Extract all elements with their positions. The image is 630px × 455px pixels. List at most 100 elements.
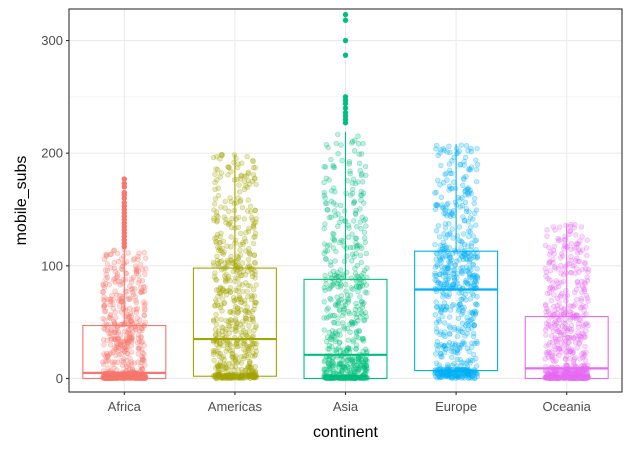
jitter-point bbox=[356, 160, 363, 167]
jitter-point bbox=[136, 338, 143, 345]
jitter-point bbox=[213, 276, 219, 282]
jitter-point bbox=[215, 302, 221, 308]
jitter-point bbox=[235, 164, 241, 171]
jitter-point bbox=[224, 365, 230, 371]
jitter-point bbox=[548, 349, 555, 355]
outlier-point bbox=[121, 200, 128, 206]
jitter-point bbox=[228, 234, 234, 240]
jitter-point bbox=[128, 331, 134, 337]
jitter-point bbox=[115, 298, 122, 304]
jitter-point bbox=[449, 226, 455, 232]
jitter-point bbox=[131, 360, 138, 366]
jitter-point bbox=[357, 168, 363, 174]
jitter-point bbox=[551, 320, 557, 326]
jitter-point bbox=[348, 364, 354, 371]
jitter-point bbox=[226, 360, 232, 367]
jitter-point bbox=[217, 239, 223, 246]
jitter-point bbox=[219, 152, 225, 159]
jitter-point bbox=[325, 144, 331, 151]
outlier-point bbox=[342, 17, 349, 23]
jitter-point bbox=[121, 338, 128, 344]
jitter-point bbox=[441, 231, 447, 237]
jitter-point bbox=[141, 323, 148, 329]
jitter-point bbox=[221, 369, 227, 375]
jitter-point bbox=[543, 343, 549, 349]
jitter-point bbox=[111, 345, 118, 351]
jitter-point bbox=[253, 348, 260, 355]
jitter-point bbox=[235, 275, 241, 282]
jitter-point bbox=[338, 202, 344, 209]
jitter-point bbox=[434, 339, 441, 345]
jitter-point bbox=[141, 312, 147, 318]
jitter-point bbox=[110, 359, 116, 365]
jitter-point bbox=[127, 305, 133, 312]
jitter-point bbox=[237, 252, 244, 258]
jitter-point bbox=[222, 374, 228, 380]
jitter-point bbox=[133, 270, 140, 277]
jitter-point bbox=[116, 303, 123, 309]
jitter-point bbox=[247, 251, 253, 258]
jitter-point bbox=[444, 264, 451, 270]
jitter-point bbox=[113, 329, 119, 335]
jitter-point bbox=[568, 240, 575, 247]
jitter-point bbox=[129, 337, 135, 344]
jitter-point bbox=[235, 224, 242, 231]
jitter-point bbox=[253, 216, 259, 222]
jitter-point bbox=[240, 324, 246, 330]
jitter-point bbox=[568, 327, 575, 333]
jitter-point bbox=[110, 296, 116, 303]
jitter-point bbox=[246, 262, 252, 268]
jitter-point bbox=[231, 159, 237, 166]
jitter-point bbox=[238, 329, 244, 336]
jitter-point bbox=[215, 193, 222, 199]
jitter-point bbox=[233, 296, 240, 302]
jitter-point bbox=[558, 329, 564, 336]
jitter-point bbox=[127, 296, 133, 302]
jitter-point bbox=[218, 230, 224, 236]
jitter-point bbox=[136, 344, 143, 351]
jitter-point bbox=[126, 334, 133, 340]
jitter-point bbox=[210, 154, 217, 161]
jitter-point bbox=[126, 331, 132, 337]
jitter-point bbox=[108, 265, 114, 271]
jitter-point bbox=[217, 156, 223, 162]
jitter-point bbox=[118, 266, 125, 272]
jitter-point bbox=[241, 173, 248, 180]
jitter-point bbox=[134, 315, 140, 321]
jitter-point bbox=[245, 282, 251, 289]
jitter-point bbox=[235, 288, 241, 294]
jitter-point bbox=[221, 361, 227, 367]
jitter-point bbox=[343, 282, 349, 288]
jitter-point bbox=[252, 352, 259, 358]
jitter-point bbox=[139, 266, 146, 272]
jitter-point bbox=[240, 239, 246, 246]
jitter-point bbox=[237, 189, 243, 195]
jitter-point bbox=[579, 266, 585, 273]
jitter-point bbox=[211, 262, 217, 268]
jitter-point bbox=[465, 322, 472, 329]
jitter-point bbox=[435, 317, 442, 323]
x-tick-label: Americas bbox=[208, 399, 263, 414]
jitter-point bbox=[213, 287, 220, 293]
jitter-point bbox=[212, 186, 218, 193]
jitter-point bbox=[250, 266, 256, 272]
jitter-point bbox=[363, 282, 370, 288]
jitter-point bbox=[129, 336, 135, 342]
jitter-point bbox=[337, 240, 343, 246]
jitter-point bbox=[246, 364, 252, 370]
jitter-point bbox=[115, 341, 121, 347]
jitter-point bbox=[106, 375, 113, 381]
jitter-point bbox=[220, 285, 226, 292]
jitter-point bbox=[454, 150, 460, 157]
jitter-point bbox=[349, 180, 355, 186]
jitter-point bbox=[117, 338, 124, 344]
jitter-point bbox=[252, 269, 258, 275]
jitter-point bbox=[130, 291, 137, 298]
jitter-point bbox=[245, 171, 252, 177]
jitter-point bbox=[223, 365, 229, 371]
jitter-point bbox=[210, 259, 217, 266]
jitter-point bbox=[331, 333, 337, 340]
jitter-point bbox=[124, 340, 131, 346]
jitter-point bbox=[361, 235, 368, 241]
outlier-point bbox=[121, 189, 128, 196]
